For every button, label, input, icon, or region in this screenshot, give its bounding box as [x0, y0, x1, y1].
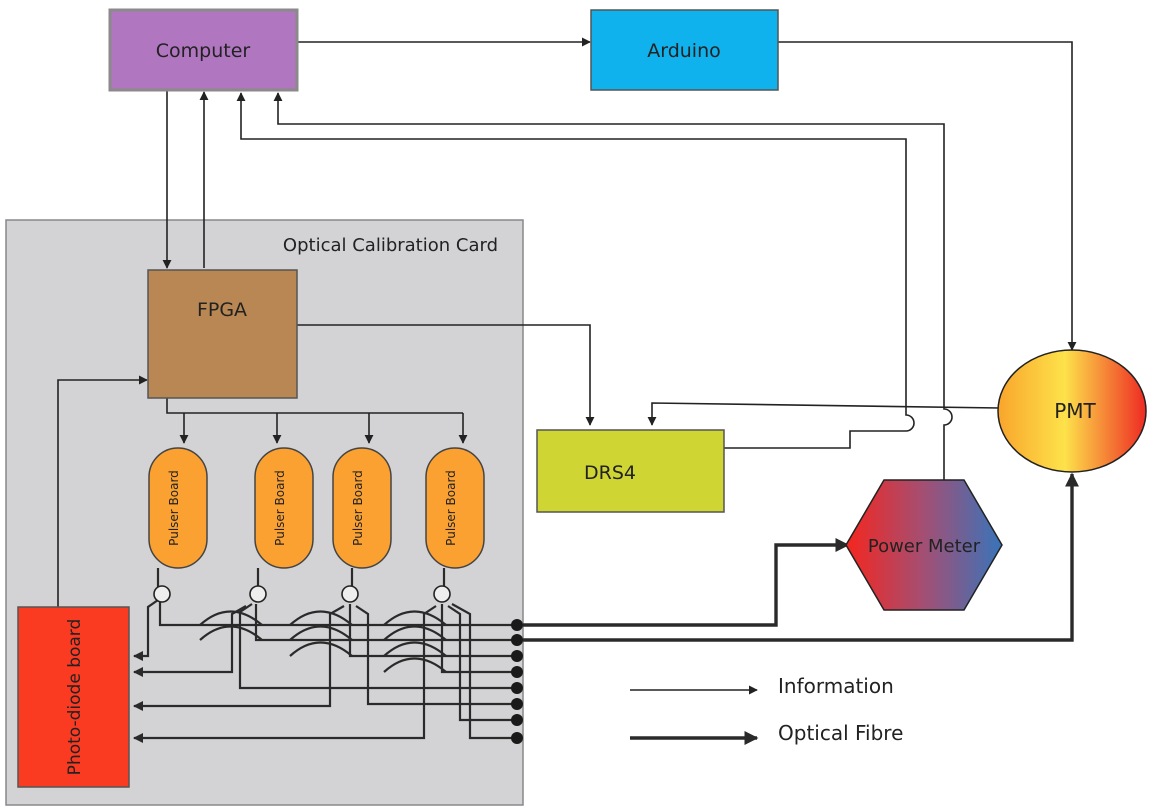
legend-information-label: Information [778, 674, 894, 698]
power-meter-hexagon [845, 479, 1003, 611]
drs4-label: DRS4 [584, 462, 636, 484]
card-title: Optical Calibration Card [283, 235, 498, 256]
fibre-bundle [133, 568, 515, 743]
pulser-board-3 [332, 447, 392, 569]
splitter-1 [153, 585, 171, 603]
computer-box [108, 8, 299, 92]
computer-label: Computer [156, 40, 251, 62]
fpga-label: FPGA [197, 299, 247, 321]
legend-optical-fibre-label: Optical Fibre [778, 721, 903, 745]
pulser-board-label: Pulser Board [351, 470, 365, 546]
fibre-connectors [511, 619, 523, 744]
pulser-board-label: Pulser Board [444, 470, 458, 546]
splitter-2 [249, 585, 267, 603]
pmt-label: PMT [1054, 399, 1096, 423]
photodiode-board [17, 606, 130, 788]
arduino-label: Arduino [647, 40, 721, 62]
pulser-board-label: Pulser Board [167, 470, 181, 546]
power-meter-label: Power Meter [868, 536, 981, 557]
drs4-box [536, 429, 725, 513]
pulser-board-2 [254, 447, 314, 569]
pmt-circle [997, 349, 1147, 473]
pulser-board-4 [425, 447, 485, 569]
pulser-board-1 [148, 447, 208, 569]
splitter-3 [341, 585, 359, 603]
pulser-board-label: Pulser Board [273, 470, 287, 546]
arduino-box [590, 9, 779, 91]
photodiode-label: Photo-diode board [65, 619, 85, 776]
legend: Information Optical Fibre [630, 674, 903, 745]
splitter-4 [433, 585, 451, 603]
fpga-box [147, 269, 298, 399]
